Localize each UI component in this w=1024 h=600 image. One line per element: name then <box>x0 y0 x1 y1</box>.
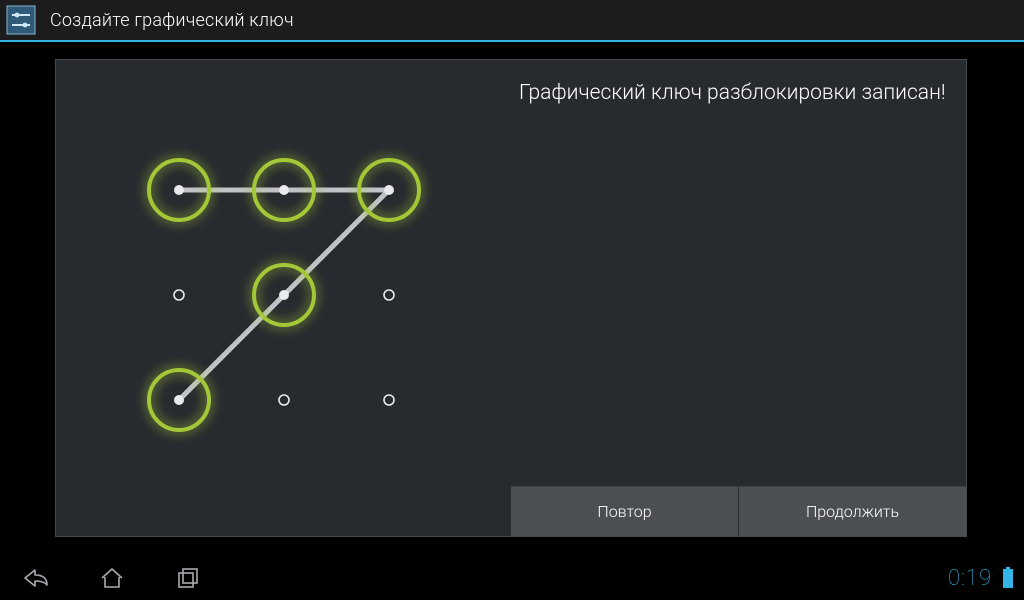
pattern-dot-7[interactable] <box>279 395 289 405</box>
status-area[interactable]: 0:19 <box>948 566 1014 591</box>
app-bar-title: Создайте графический ключ <box>50 10 294 31</box>
battery-icon <box>1002 567 1014 589</box>
content-area: Графический ключ разблокировки записан! … <box>0 42 1024 556</box>
status-message: Графический ключ разблокировки записан! <box>519 79 958 107</box>
info-pane: Графический ключ разблокировки записан! … <box>511 60 966 536</box>
home-button[interactable] <box>98 564 126 592</box>
pattern-card: Графический ключ разблокировки записан! … <box>55 59 967 537</box>
continue-button[interactable]: Продолжить <box>738 487 966 536</box>
app-bar: Создайте графический ключ <box>0 0 1024 42</box>
pattern-dot-8[interactable] <box>384 395 394 405</box>
pattern-grid[interactable] <box>56 60 512 538</box>
button-row: Повтор Продолжить <box>511 486 966 536</box>
pattern-dot-3[interactable] <box>174 290 184 300</box>
pattern-dot-6[interactable] <box>149 370 209 430</box>
clock: 0:19 <box>948 566 992 591</box>
settings-icon <box>6 5 36 35</box>
pattern-pane[interactable] <box>56 60 511 536</box>
recent-apps-button[interactable] <box>174 564 202 592</box>
pattern-dot-4[interactable] <box>254 265 314 325</box>
retry-button[interactable]: Повтор <box>511 487 738 536</box>
system-bar: 0:19 <box>0 556 1024 600</box>
nav-buttons <box>22 564 202 592</box>
pattern-dot-5[interactable] <box>384 290 394 300</box>
back-button[interactable] <box>22 564 50 592</box>
